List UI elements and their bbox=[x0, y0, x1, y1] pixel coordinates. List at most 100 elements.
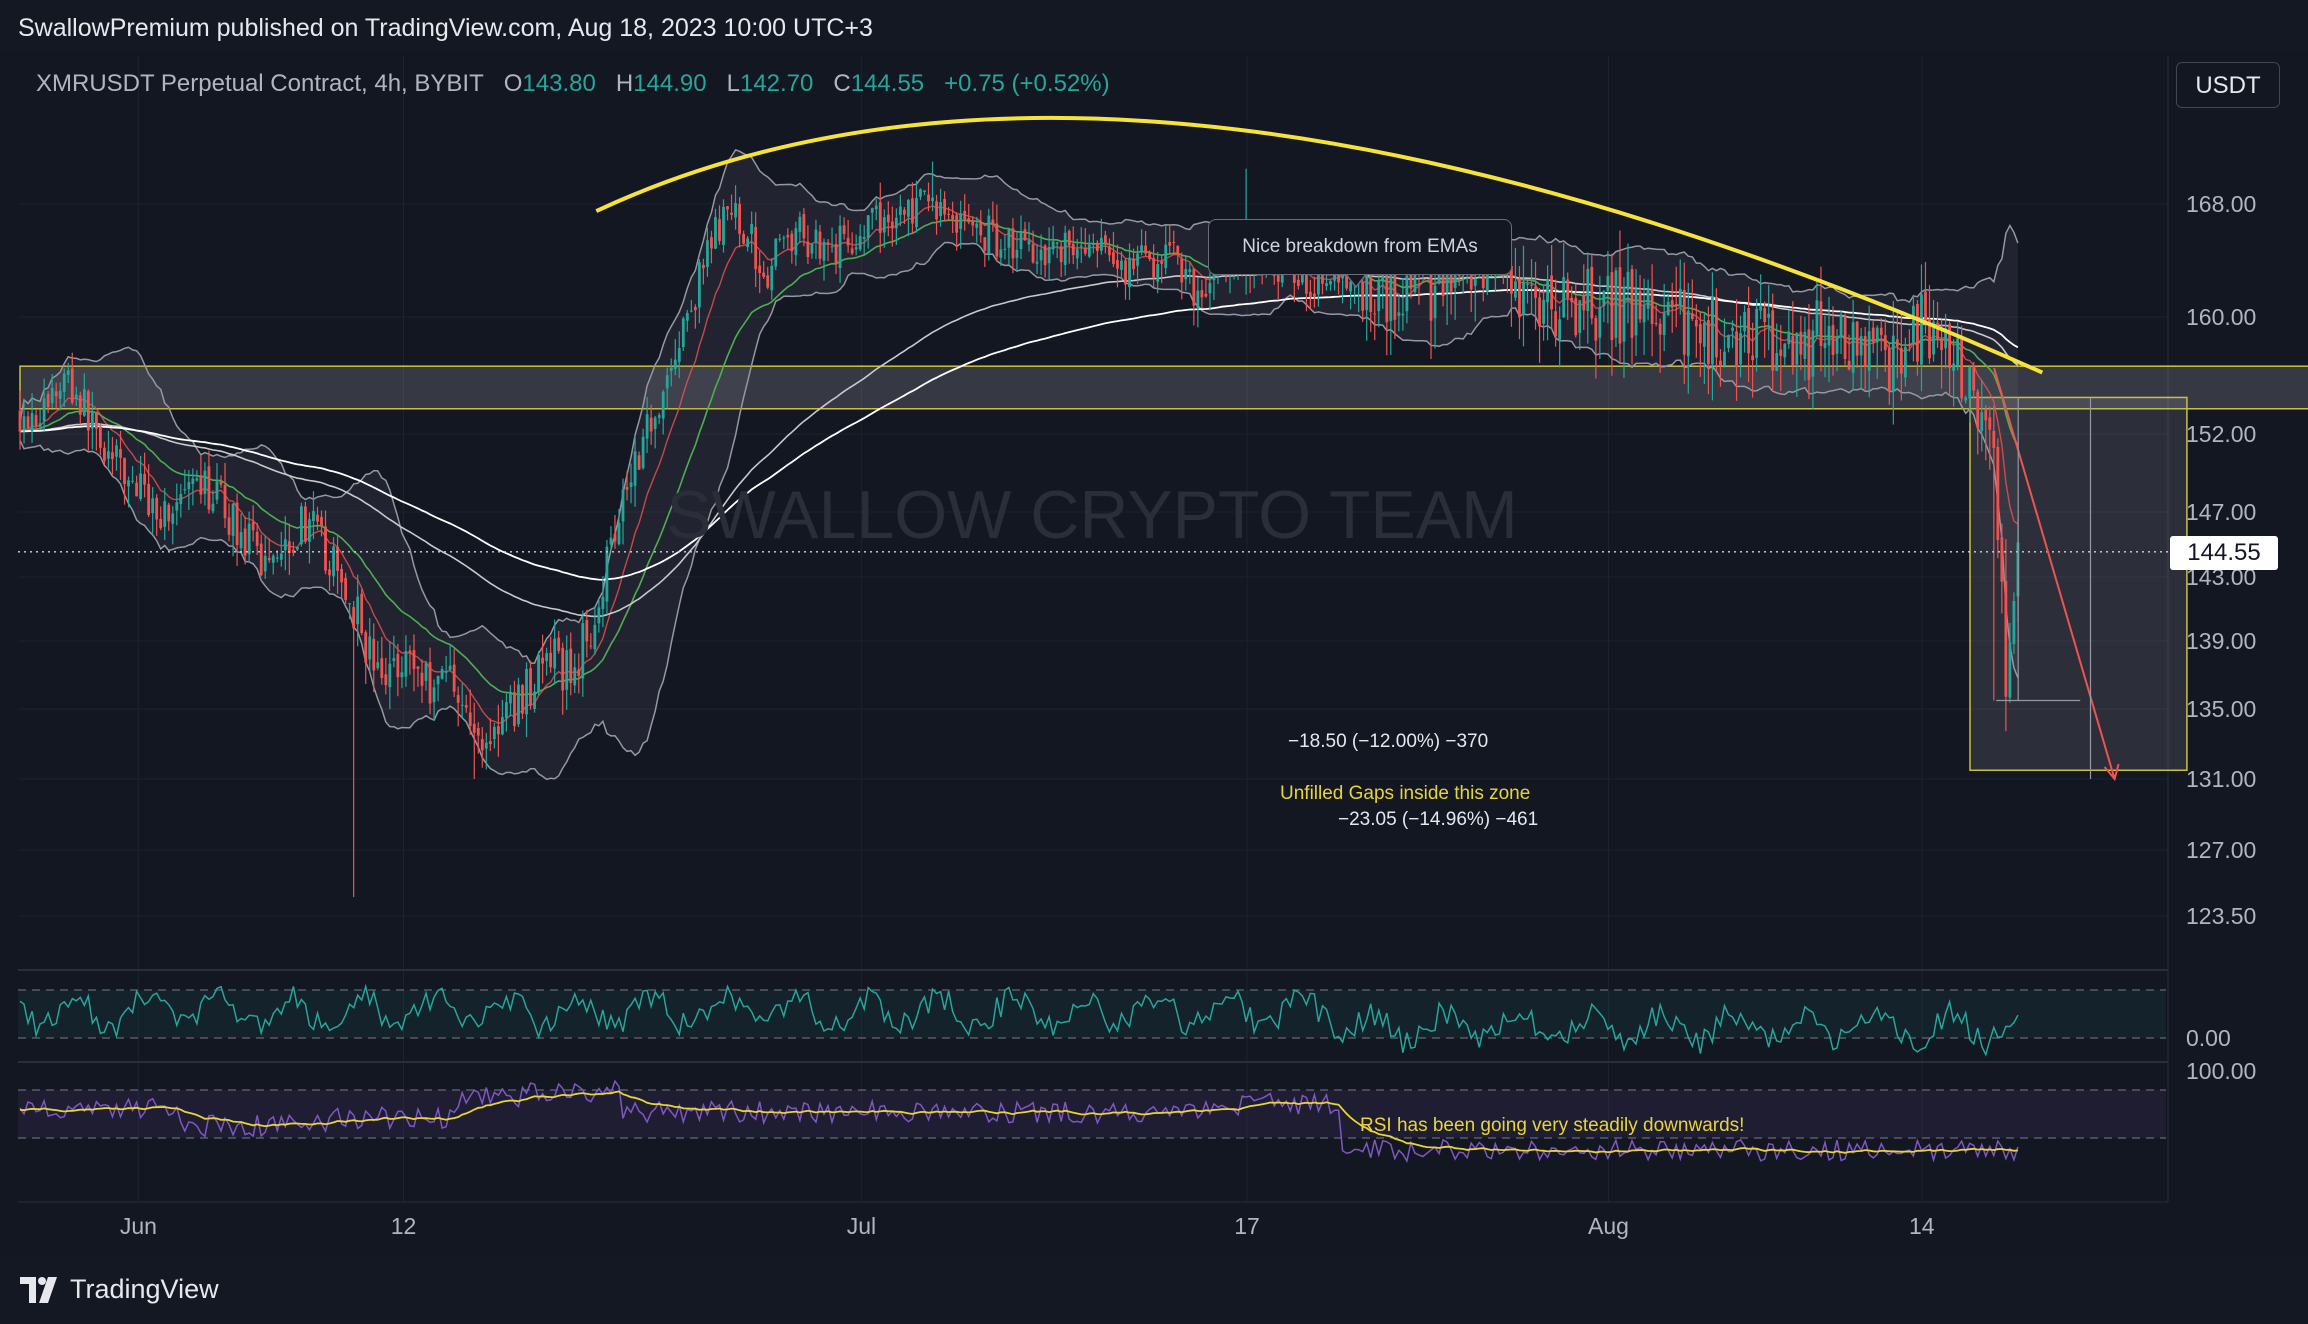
candle-body bbox=[1920, 294, 1923, 365]
candle-body bbox=[195, 478, 199, 481]
candle-body bbox=[1916, 303, 1919, 362]
candle-body bbox=[1875, 327, 1879, 343]
candle-body bbox=[1964, 397, 1968, 401]
candle-body bbox=[308, 519, 311, 542]
candle-body bbox=[1827, 326, 1831, 346]
candle-body bbox=[1309, 291, 1312, 297]
candle-body bbox=[685, 312, 689, 321]
candle-body bbox=[513, 692, 516, 727]
candle-body bbox=[501, 716, 504, 735]
candle-body bbox=[1996, 446, 2000, 541]
candle-body bbox=[58, 390, 62, 399]
candle-body bbox=[1047, 246, 1051, 264]
candle-body bbox=[1192, 268, 1196, 306]
candle-body bbox=[1526, 283, 1529, 285]
candle-body bbox=[1590, 266, 1594, 319]
candle-body bbox=[119, 449, 122, 458]
candle-body bbox=[790, 233, 794, 252]
candle-body bbox=[1767, 313, 1771, 318]
candle-body bbox=[1887, 348, 1891, 392]
candle-body bbox=[641, 436, 645, 469]
candle-body bbox=[722, 206, 725, 245]
candle-body bbox=[1924, 291, 1927, 323]
candle-body bbox=[1835, 336, 1839, 354]
candle-body bbox=[1867, 331, 1871, 371]
candle-body bbox=[1067, 230, 1071, 246]
candle-body bbox=[951, 215, 955, 220]
candle-body bbox=[577, 669, 581, 676]
candle-body bbox=[456, 695, 460, 703]
candle-body bbox=[151, 498, 155, 514]
candle-body bbox=[111, 452, 114, 460]
candle-body bbox=[810, 243, 814, 254]
candle-body bbox=[802, 214, 806, 239]
x-tick-label: 12 bbox=[391, 1213, 417, 1239]
candle-body bbox=[271, 555, 275, 563]
callout-text: Nice breakdown from EMAs bbox=[1242, 236, 1478, 257]
candle-body bbox=[1984, 409, 1988, 421]
rsi-panel bbox=[18, 1079, 2166, 1164]
candle-body bbox=[1674, 303, 1678, 306]
candle-body bbox=[1485, 264, 1489, 292]
candle-body bbox=[1972, 365, 1976, 391]
candle-body bbox=[605, 546, 609, 602]
y-tick-label: 168.00 bbox=[2186, 191, 2256, 217]
candle-body bbox=[283, 539, 287, 551]
candle-body bbox=[231, 503, 235, 536]
candle-body bbox=[1570, 297, 1574, 303]
candle-body bbox=[368, 636, 372, 660]
candle-body bbox=[464, 705, 468, 708]
candle-body bbox=[1952, 363, 1956, 371]
candle-body bbox=[1083, 247, 1087, 254]
candle-body bbox=[219, 481, 223, 485]
candle-body bbox=[412, 650, 416, 669]
candle-body bbox=[1755, 308, 1759, 358]
candle-body bbox=[316, 514, 319, 522]
candle-body bbox=[886, 214, 890, 223]
candle-body bbox=[1510, 265, 1513, 294]
tradingview-name: TradingView bbox=[70, 1274, 219, 1304]
candle-body bbox=[545, 653, 549, 661]
candle-body bbox=[971, 220, 975, 226]
candle-body bbox=[987, 215, 991, 254]
candle-body bbox=[18, 410, 22, 432]
candle-body bbox=[295, 546, 299, 550]
candle-body bbox=[1855, 321, 1859, 356]
price-chart[interactable]: 168.00160.00152.00147.00143.00139.00135.… bbox=[0, 0, 2308, 1258]
candle-body bbox=[82, 389, 86, 416]
candle-body bbox=[665, 375, 669, 389]
candle-body bbox=[1707, 320, 1710, 364]
candle-body bbox=[199, 475, 203, 495]
candle-body bbox=[1723, 351, 1726, 366]
candle-body bbox=[525, 668, 528, 715]
candle-body bbox=[42, 398, 46, 422]
candle-body bbox=[617, 522, 621, 545]
candle-body bbox=[1956, 338, 1960, 367]
candle-body bbox=[1823, 342, 1827, 349]
candle-body bbox=[1666, 301, 1670, 316]
candle-body bbox=[416, 666, 420, 669]
candle-body bbox=[1574, 298, 1578, 336]
candle-body bbox=[1791, 335, 1795, 366]
candle-body bbox=[183, 489, 187, 491]
tradingview-logo[interactable]: TradingView bbox=[20, 1274, 219, 1305]
candle-body bbox=[1594, 318, 1598, 341]
candle-body bbox=[1445, 266, 1449, 293]
candle-body bbox=[1650, 289, 1654, 324]
candle-body bbox=[726, 206, 729, 210]
candle-body bbox=[1321, 270, 1324, 284]
candle-body bbox=[99, 426, 102, 448]
candle-body bbox=[1751, 355, 1755, 361]
currency-unit-button[interactable]: USDT bbox=[2176, 62, 2280, 108]
candle-body bbox=[959, 213, 963, 229]
candle-body bbox=[1936, 322, 1939, 339]
candle-body bbox=[1614, 270, 1618, 338]
candle-body bbox=[521, 685, 524, 714]
candle-body bbox=[2000, 537, 2004, 582]
candle-body bbox=[1895, 339, 1899, 347]
candle-body bbox=[625, 486, 629, 490]
candle-body bbox=[1039, 249, 1043, 261]
candle-body bbox=[159, 518, 163, 529]
candle-body bbox=[1087, 244, 1091, 257]
candle-body bbox=[999, 249, 1003, 258]
